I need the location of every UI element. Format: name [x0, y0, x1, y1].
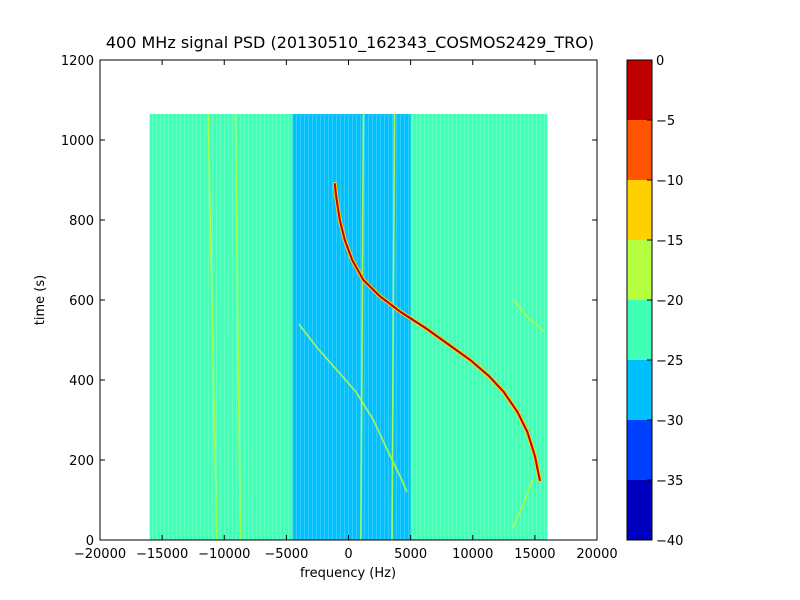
colorbar: 0 −5 −10 −15 −20 −25 −30 −35 −40 — [626, 54, 683, 549]
y-tick-label: 1200 — [61, 54, 94, 69]
colorbar-segment — [627, 300, 652, 360]
x-tick-label: −10000 — [198, 547, 250, 562]
x-axis-label: frequency (Hz) — [300, 566, 396, 581]
signal-track — [333, 183, 541, 481]
colorbar-tick-label: −35 — [656, 474, 683, 489]
colorbar-tick-label: 0 — [656, 54, 664, 69]
y-axis-label: time (s) — [33, 275, 48, 325]
colorbar-segment — [627, 480, 652, 540]
y-tick-label: 1000 — [61, 134, 94, 149]
heatmap-layer — [149, 113, 548, 540]
colorbar-segment — [627, 120, 652, 180]
colorbar-tick-label: −30 — [656, 414, 683, 429]
x-tick-label: −15000 — [136, 547, 188, 562]
axes-layer: −20000 −15000 −10000 −5000 0 5000 10000 15000 20… — [61, 54, 618, 562]
colorbar-tick-label: −20 — [656, 294, 683, 309]
faint-signal-line — [511, 479, 534, 529]
x-tick-label: 15000 — [514, 547, 555, 562]
faint-signal-line — [234, 113, 242, 540]
colorbar-tick-label: −15 — [656, 234, 683, 249]
y-tick-label: 400 — [69, 374, 94, 389]
colorbar-tick-label: −25 — [656, 354, 683, 369]
colorbar-segment — [627, 180, 652, 240]
faint-signal-line — [360, 113, 365, 540]
y-tick-label: 600 — [69, 294, 94, 309]
colorbar-segment — [627, 360, 652, 420]
faint-signal-line — [298, 323, 408, 493]
x-tick-label: 10000 — [452, 547, 493, 562]
y-tick-label: 0 — [86, 534, 94, 549]
colorbar-segment — [627, 240, 652, 300]
y-tick-label: 200 — [69, 454, 94, 469]
x-tick-label: −20000 — [74, 547, 126, 562]
faint-signal-line — [513, 299, 546, 333]
x-tick-label: 0 — [344, 547, 352, 562]
y-tick-label: 800 — [69, 214, 94, 229]
colorbar-segment — [627, 420, 652, 480]
colorbar-tick-label: −40 — [656, 534, 683, 549]
x-tick-label: 20000 — [576, 547, 617, 562]
x-tick-label: 5000 — [394, 547, 427, 562]
colorbar-tick-label: −5 — [656, 114, 675, 129]
x-tick-label: −5000 — [264, 547, 308, 562]
faint-signal-line — [207, 113, 218, 540]
faint-signal-line — [391, 113, 396, 540]
chart-title: 400 MHz signal PSD (20130510_162343_COSM… — [106, 33, 594, 53]
colorbar-tick-label: −10 — [656, 174, 683, 189]
colorbar-segment — [627, 60, 652, 120]
